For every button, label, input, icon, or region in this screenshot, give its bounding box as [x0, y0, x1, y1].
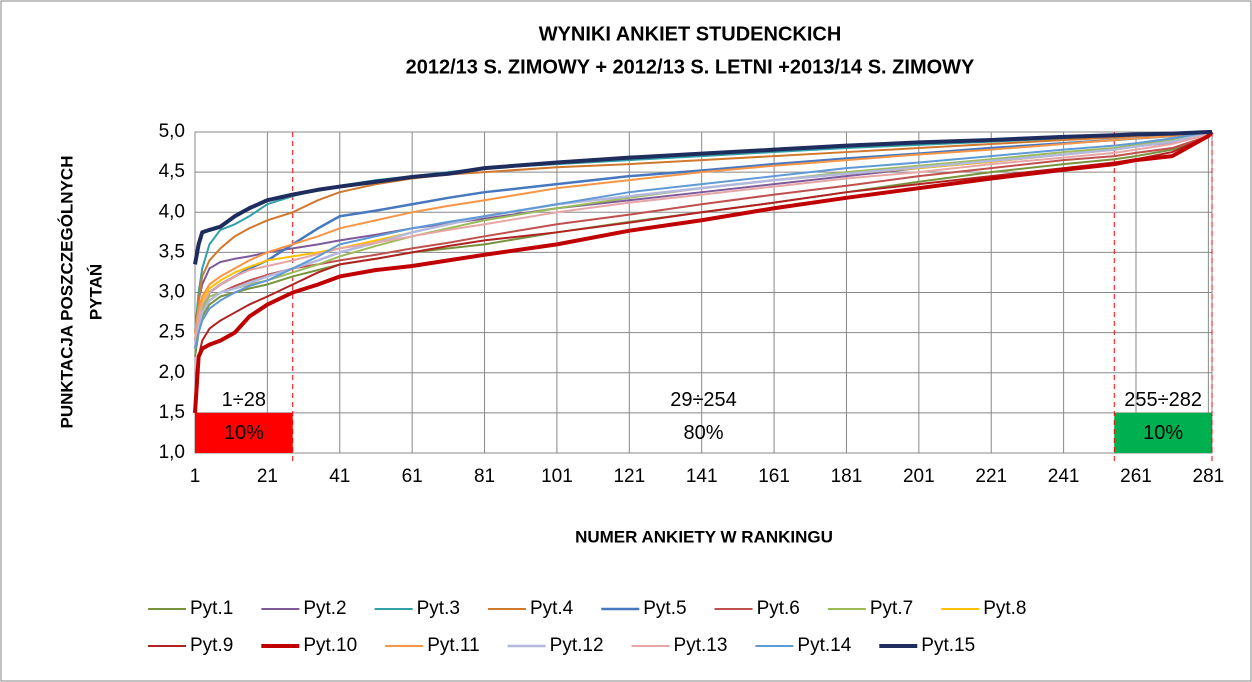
- y-tick-label: 3,0: [159, 282, 185, 303]
- series-line: [194, 131, 1213, 341]
- x-tick-label: 121: [613, 466, 645, 487]
- legend-label: Pyt.4: [530, 598, 574, 619]
- series-line: [194, 131, 1212, 333]
- x-tick-label: 41: [329, 466, 350, 487]
- x-tick-label: 21: [257, 466, 278, 487]
- x-axis-label: NUMER ANKIETY W RANKINGU: [575, 527, 833, 546]
- x-tick-label: 181: [831, 466, 863, 487]
- series-line: [193, 130, 1214, 414]
- legend-label: Pyt.11: [427, 635, 479, 656]
- x-tick-label: 201: [903, 466, 935, 487]
- band-range: 1÷28: [222, 389, 266, 411]
- chart-subtitle: 2012/13 S. ZIMOWY + 2012/13 S. LETNI +20…: [406, 56, 975, 78]
- x-tick-label: 101: [541, 466, 573, 487]
- legend-label: Pyt.12: [550, 635, 604, 656]
- series-line: [194, 131, 1212, 349]
- y-tick-label: 2,5: [159, 322, 185, 343]
- x-tick-label: 141: [686, 466, 718, 487]
- series-line: [193, 130, 1213, 349]
- x-tick-label: 61: [402, 466, 423, 487]
- legend-label: Pyt.3: [417, 598, 460, 619]
- series-line: [194, 131, 1212, 341]
- y-tick-label: 2,0: [159, 362, 185, 383]
- y-axis-label: PUNKTACJA POSZCZEGÓLNYCH: [57, 156, 76, 429]
- band-share: 10%: [224, 422, 264, 444]
- legend-label: Pyt.1: [190, 598, 233, 619]
- y-tick-label: 1,0: [159, 442, 185, 463]
- y-axis-label: PYTAŃ: [86, 264, 105, 320]
- legend-label: Pyt.10: [303, 635, 357, 656]
- chart-title: WYNIKI ANKIET STUDENCKICH: [539, 23, 842, 45]
- legend-label: Pyt.7: [870, 598, 913, 619]
- y-tick-label: 1,5: [159, 402, 185, 423]
- band: [1114, 412, 1212, 453]
- legend-label: Pyt.8: [983, 598, 1026, 619]
- band-range: 255÷282: [1124, 389, 1202, 411]
- legend-label: Pyt.9: [190, 635, 233, 656]
- y-tick-label: 4,5: [159, 161, 185, 182]
- y-tick-label: 3,5: [159, 241, 185, 262]
- legend-label: Pyt.13: [674, 635, 728, 656]
- legend-label: Pyt.2: [303, 598, 346, 619]
- x-tick-label: 261: [1120, 466, 1152, 487]
- series-line: [193, 130, 1212, 265]
- legend-label: Pyt.5: [643, 598, 686, 619]
- legend-label: Pyt.6: [757, 598, 800, 619]
- x-tick-label: 1: [190, 466, 201, 487]
- x-tick-label: 161: [758, 466, 790, 487]
- y-tick-label: 4,0: [159, 201, 185, 222]
- x-tick-label: 281: [1193, 466, 1225, 487]
- x-tick-label: 241: [1048, 466, 1080, 487]
- x-tick-label: 221: [975, 466, 1007, 487]
- x-tick-label: 81: [474, 466, 495, 487]
- plot-border: [194, 131, 1213, 454]
- legend-label: Pyt.15: [921, 635, 975, 656]
- series-line: [194, 131, 1213, 357]
- band: [195, 412, 293, 453]
- band-share: 10%: [1143, 422, 1183, 444]
- band-share: 80%: [683, 422, 723, 444]
- y-tick-label: 5,0: [159, 121, 185, 142]
- legend-label: Pyt.14: [797, 635, 851, 656]
- band-range: 29÷254: [670, 389, 737, 411]
